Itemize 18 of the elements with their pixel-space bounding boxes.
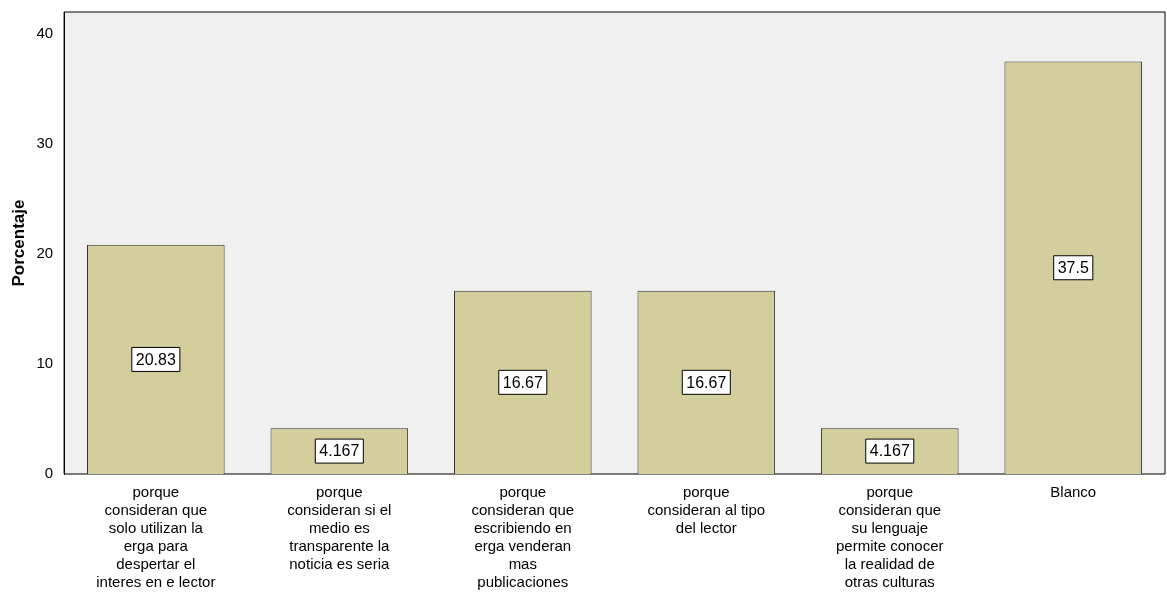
y-tick-label: 30 xyxy=(36,134,54,152)
y-tick-label: 0 xyxy=(44,464,54,482)
x-tick-label: porque consideran al tipo del lector xyxy=(647,483,766,537)
data-label: 20.83 xyxy=(135,350,176,368)
x-tick-label: porque consideran que escribiendo en erga venderan mas publicaciones xyxy=(471,483,575,591)
data-label: 4.167 xyxy=(869,442,910,460)
y-tick-label: 40 xyxy=(36,24,54,42)
x-tick-label: porque consideran si el medio es transparente la noticia es seria xyxy=(287,483,392,573)
y-tick-label: 10 xyxy=(36,354,54,372)
x-tick-label: Blanco xyxy=(1050,483,1097,501)
data-label: 4.167 xyxy=(319,442,360,460)
data-label: 16.67 xyxy=(502,373,543,391)
y-axis-title: Porcentaje xyxy=(8,199,28,287)
x-tick-label: porque consideran que su lenguaje permite conocer la realidad de otras culturas xyxy=(835,483,944,591)
data-label: 16.67 xyxy=(686,373,727,391)
y-tick-label: 20 xyxy=(36,244,54,262)
data-label: 37.5 xyxy=(1057,259,1089,277)
x-tick-label: porque consideran que solo utilizan la erga para despertar el interes en e lector xyxy=(96,483,216,591)
